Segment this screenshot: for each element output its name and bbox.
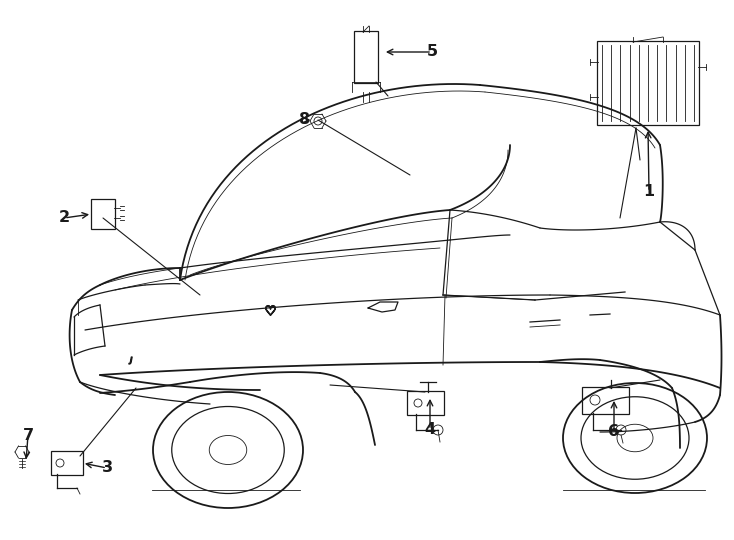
Text: 2: 2 xyxy=(59,211,70,226)
Text: 8: 8 xyxy=(299,112,310,127)
Text: 6: 6 xyxy=(608,424,619,440)
Text: 1: 1 xyxy=(644,185,655,199)
Text: 5: 5 xyxy=(426,44,437,59)
Text: 4: 4 xyxy=(424,422,435,437)
Text: 3: 3 xyxy=(101,461,112,476)
Text: 7: 7 xyxy=(23,428,34,442)
